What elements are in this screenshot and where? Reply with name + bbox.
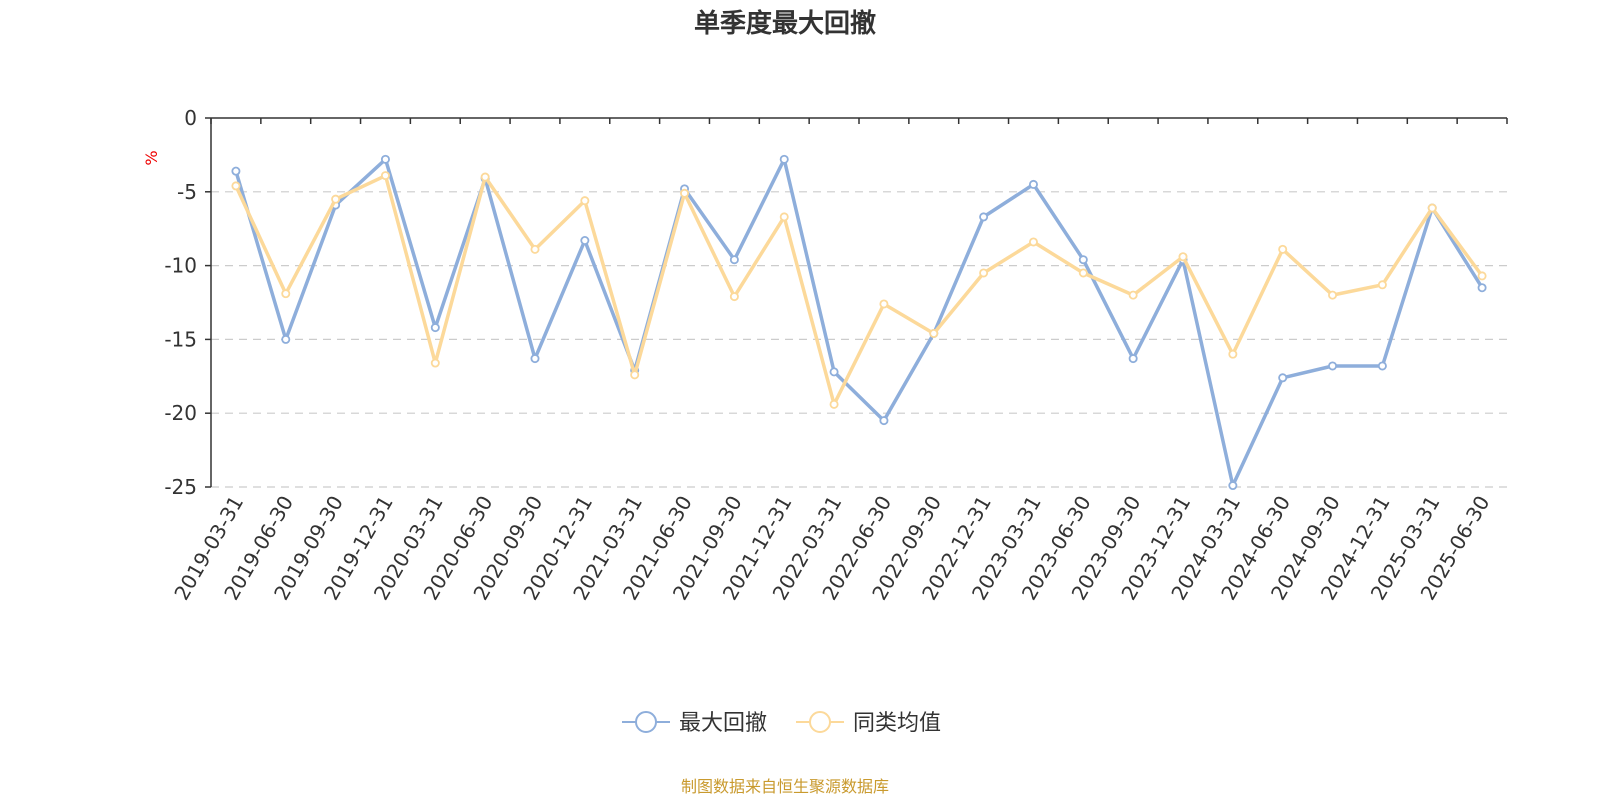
data-point	[829, 399, 839, 409]
data-point	[580, 196, 590, 206]
data-point	[380, 154, 390, 164]
data-point	[1178, 252, 1188, 262]
data-point	[1078, 268, 1088, 278]
y-tick-label: -10	[164, 254, 197, 278]
legend-marker	[635, 711, 657, 733]
data-point	[729, 292, 739, 302]
data-point	[879, 416, 889, 426]
data-point	[281, 289, 291, 299]
grid-lines	[211, 191, 1507, 488]
y-tick-label: 0	[184, 106, 197, 130]
y-tick-label: -20	[164, 401, 197, 425]
data-point	[779, 212, 789, 222]
legend: 最大回撤 同类均值	[622, 711, 941, 736]
series-line	[234, 157, 1484, 488]
y-tick-labels: 0 -5 -10 -15 -20 -25	[164, 106, 197, 499]
data-point	[829, 367, 839, 377]
series-line	[234, 173, 1484, 407]
data-point	[729, 255, 739, 265]
data-point	[1278, 373, 1288, 383]
data-point	[879, 299, 889, 309]
data-point	[779, 154, 789, 164]
data-point	[1128, 290, 1138, 300]
y-tick-label: -25	[164, 475, 197, 499]
source-note: 制图数据来自恒生聚源数据库	[681, 777, 889, 796]
data-point	[1427, 203, 1437, 213]
data-point	[1078, 255, 1088, 265]
data-point	[1477, 283, 1487, 293]
data-point	[1328, 290, 1338, 300]
x-tick-labels: 2019-03-312019-06-302019-09-302019-12-31…	[169, 492, 1494, 605]
data-point	[1328, 361, 1338, 371]
y-unit-label: %	[142, 150, 161, 165]
legend-label: 同类均值	[853, 711, 941, 736]
data-point	[680, 188, 690, 198]
data-point	[231, 166, 241, 176]
data-point	[430, 323, 440, 333]
data-point	[480, 172, 490, 182]
data-point	[580, 236, 590, 246]
series-lines	[231, 154, 1487, 491]
data-point	[1377, 280, 1387, 290]
y-tick-label: -15	[164, 327, 197, 351]
data-point	[1228, 481, 1238, 491]
data-point	[1028, 179, 1038, 189]
axes	[205, 117, 1508, 488]
data-point	[281, 334, 291, 344]
data-point	[1377, 361, 1387, 371]
chart-title: 单季度最大回撤	[694, 8, 876, 39]
data-point	[380, 171, 390, 181]
data-point	[1228, 349, 1238, 359]
data-point	[1278, 244, 1288, 254]
data-point	[231, 181, 241, 191]
data-point	[979, 212, 989, 222]
legend-label: 最大回撤	[679, 711, 767, 736]
data-point	[430, 358, 440, 368]
data-point	[331, 194, 341, 204]
data-point	[630, 370, 640, 380]
data-point	[1028, 237, 1038, 247]
data-point	[1128, 354, 1138, 364]
data-point	[1477, 271, 1487, 281]
data-point	[530, 244, 540, 254]
data-point	[929, 328, 939, 338]
data-point	[530, 354, 540, 364]
legend-marker	[809, 711, 831, 733]
y-tick-label: -5	[177, 180, 197, 204]
data-point	[979, 268, 989, 278]
